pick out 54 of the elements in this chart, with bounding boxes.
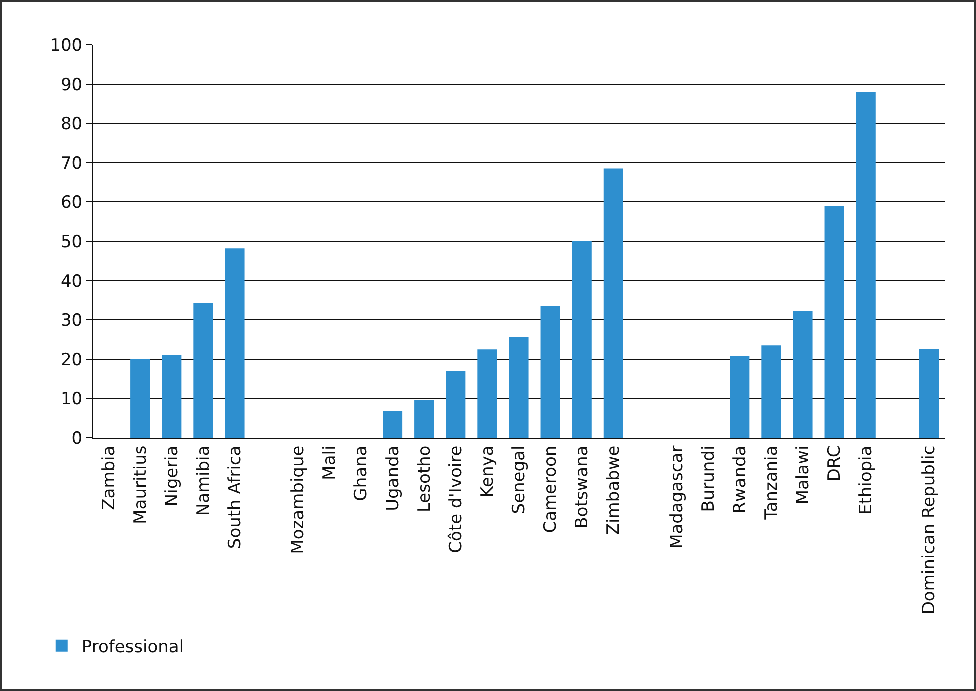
y-tick-label: 100 [50,36,83,56]
x-tick-label: Ghana [352,446,372,502]
x-tick-label: DRC [825,446,846,482]
bar [540,306,560,438]
y-tick-label: 20 [60,350,83,370]
bar [572,242,592,438]
x-tick-label: Nigeria [162,446,182,507]
x-tick-label: Zambia [99,446,120,510]
y-tick-label: 40 [60,272,83,292]
x-tick-label: Namibia [194,446,214,516]
bar [446,371,466,438]
bar [730,356,750,438]
x-tick-label: Zimbabwe [604,446,624,536]
bar [194,303,214,438]
bar [414,400,434,438]
y-tick-label: 10 [60,390,83,410]
x-tick-label: Madagascar [667,446,688,549]
x-tick-label: South Africa [226,446,246,550]
bar [478,350,498,438]
x-tick-label: Tanzania [762,446,782,521]
x-tick-label: Lesotho [414,446,435,513]
y-tick-label: 80 [60,114,83,135]
x-tick-label: Rwanda [730,446,750,514]
x-tick-label: Uganda [383,446,404,512]
x-tick-label: Malawi [794,446,814,505]
bar [130,359,150,438]
x-tick-label: Mozambique [288,446,309,554]
y-tick-label: 30 [60,311,83,332]
x-tick-label: Côte d'Ivoire [446,446,466,554]
bar [604,168,624,438]
bar [793,311,813,438]
y-tick-label: 50 [60,232,83,252]
bar [225,248,245,438]
bar [509,337,529,438]
bar [162,355,182,438]
x-tick-label: Cameroon [541,446,562,534]
x-tick-label: Kenya [478,446,498,498]
y-tick-label: 60 [60,193,83,214]
bar [762,346,782,438]
legend-label: Professional [82,637,184,658]
y-tick-label: 70 [60,154,83,174]
x-tick-label: Botswana [572,446,593,529]
x-tick-label: Mali [320,446,340,480]
x-tick-label: Senegal [510,446,530,514]
y-tick-label: 90 [60,75,83,96]
x-tick-label: Ethiopia [856,446,877,516]
bar [383,411,403,438]
bar [824,206,844,438]
bar [856,92,876,438]
bar [919,349,939,438]
x-tick-label: Dominican Republic [920,446,940,615]
x-tick-label: Burundi [698,446,719,512]
y-tick-label: 0 [72,428,83,449]
x-tick-label: Mauritius [130,446,151,524]
